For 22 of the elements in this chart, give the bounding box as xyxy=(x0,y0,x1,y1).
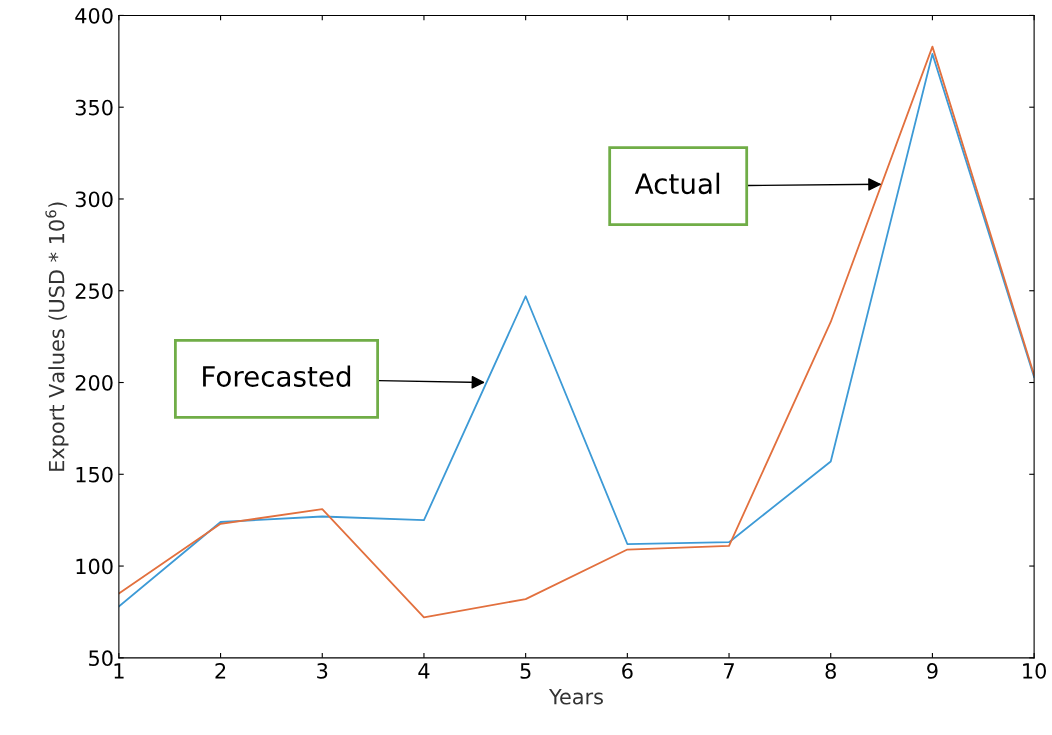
y-tick-label: 300 xyxy=(75,191,113,208)
annotation: Actual xyxy=(634,172,720,195)
y-axis-title: Export Values (USD * 10$^{6}$) xyxy=(45,202,69,471)
y-tick-label: 400 xyxy=(75,7,113,24)
y-tick-label: 50 xyxy=(89,650,113,667)
x-tick-label: 1 xyxy=(114,663,124,679)
x-tick-label: 10 xyxy=(1023,663,1046,679)
x-tick-label: 4 xyxy=(418,663,430,679)
x-tick-label: 2 xyxy=(215,663,226,679)
x-axis-title: Years xyxy=(548,689,603,705)
x-tick-label: 6 xyxy=(622,663,633,679)
x-tick-label: 5 xyxy=(520,663,531,679)
annotation: Forecasted xyxy=(203,365,351,387)
y-tick-label: 250 xyxy=(75,283,113,299)
y-tick-label: 150 xyxy=(76,466,113,483)
x-tick-label: 7 xyxy=(724,663,734,679)
y-tick-label: 100 xyxy=(76,558,113,575)
x-tick-label: 8 xyxy=(825,663,836,679)
x-tick-label: 9 xyxy=(927,663,938,679)
y-tick-label: 350 xyxy=(75,99,113,116)
x-tick-label: 3 xyxy=(317,663,328,679)
y-tick-label: 200 xyxy=(75,374,113,391)
